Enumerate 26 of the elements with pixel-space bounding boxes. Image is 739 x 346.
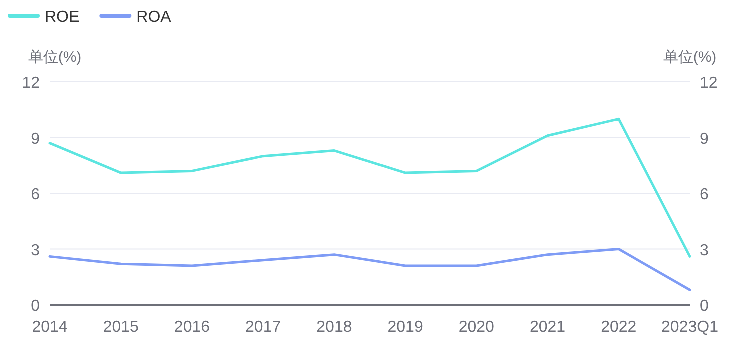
- line-series: [48, 118, 692, 258]
- y-tick-label: 6: [31, 186, 40, 204]
- legend-label: ROE: [45, 9, 80, 26]
- legend-label: ROA: [136, 9, 172, 26]
- x-tick-label: 2017: [246, 319, 282, 336]
- y2-tick-label: 0: [700, 298, 709, 315]
- x-tick-label: 2014: [32, 319, 68, 336]
- x-tick-label: 2018: [316, 319, 352, 336]
- line-series: [48, 248, 692, 292]
- x-tick-label: 2023Q1: [662, 319, 719, 336]
- y-tick-label: 3: [31, 242, 40, 260]
- y2-axis-title: 单位(%): [663, 49, 717, 66]
- x-tick-label: 2022: [601, 319, 637, 336]
- y-tick-label: 9: [31, 130, 40, 148]
- x-tick-label: 2016: [174, 319, 210, 336]
- y-axis-title: 单位(%): [28, 49, 82, 66]
- y2-tick-label: 12: [700, 75, 718, 92]
- y2-tick-label: 9: [700, 130, 709, 148]
- y-tick-label: 12: [22, 75, 40, 92]
- x-tick-label: 2021: [530, 319, 566, 336]
- x-tick-label: 2019: [388, 319, 424, 336]
- x-tick-label: 2020: [458, 319, 495, 336]
- y2-tick-label: 3: [700, 242, 709, 260]
- y2-tick-label: 6: [700, 186, 709, 204]
- y-tick-label: 0: [31, 298, 40, 315]
- x-tick-label: 2015: [103, 319, 140, 336]
